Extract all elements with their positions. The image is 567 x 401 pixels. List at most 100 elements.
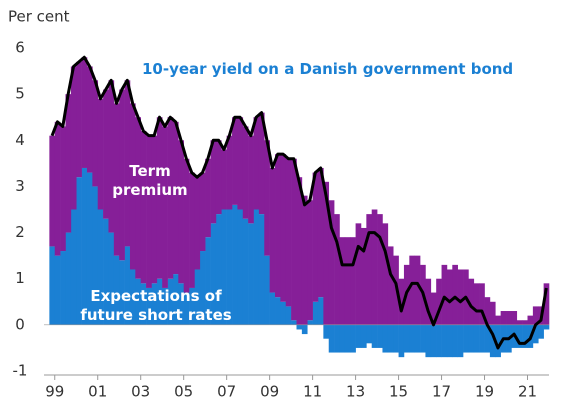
bar-segment bbox=[146, 135, 152, 288]
bar-segment bbox=[199, 172, 206, 252]
bar-segment bbox=[119, 89, 125, 261]
bar-segment bbox=[199, 251, 206, 325]
bar-segment bbox=[377, 324, 383, 348]
y-tick-label: 4 bbox=[15, 131, 25, 149]
bar-segment bbox=[194, 177, 201, 270]
bar-segment bbox=[484, 297, 491, 325]
bar-segment bbox=[312, 301, 319, 325]
bar-segment bbox=[382, 324, 389, 353]
bar-segment bbox=[210, 140, 217, 224]
bar-segment bbox=[49, 246, 56, 325]
bar-segment bbox=[172, 121, 179, 275]
bar-segment bbox=[463, 324, 469, 353]
bar-segment bbox=[215, 214, 222, 325]
bar-segment bbox=[420, 324, 426, 353]
bar-segment bbox=[468, 278, 475, 325]
bar-segment bbox=[366, 214, 373, 325]
bar-segment bbox=[301, 195, 308, 325]
bar-segment bbox=[76, 61, 82, 178]
bar-segment bbox=[328, 200, 335, 325]
bar-segment bbox=[124, 246, 131, 325]
bar-segment bbox=[296, 177, 303, 325]
bar-segment bbox=[167, 278, 174, 325]
bar-segment bbox=[194, 269, 201, 325]
bar-segment bbox=[323, 181, 330, 325]
bar-segment bbox=[205, 158, 211, 238]
bar-segment bbox=[398, 278, 405, 325]
bar-segment bbox=[189, 287, 195, 325]
bar-segment bbox=[119, 260, 125, 325]
bar-segment bbox=[430, 324, 437, 358]
bar-segment bbox=[393, 324, 399, 353]
bar-segment bbox=[275, 154, 281, 298]
bar-segment bbox=[264, 255, 270, 325]
bar-segment bbox=[446, 269, 453, 325]
bar-segment bbox=[60, 251, 66, 325]
bar-segment bbox=[280, 301, 287, 325]
bar-segment bbox=[532, 324, 539, 344]
bar-segment bbox=[339, 324, 346, 353]
bar-segment bbox=[113, 255, 120, 325]
bar-segment bbox=[92, 186, 99, 325]
bar-segment bbox=[377, 214, 383, 325]
bar-segment bbox=[522, 324, 528, 348]
bar-segment bbox=[108, 232, 115, 325]
bar-segment bbox=[495, 315, 501, 325]
bar-segment bbox=[92, 80, 99, 187]
bar-segment bbox=[382, 223, 389, 325]
bar-segment bbox=[226, 135, 233, 210]
bar-segment bbox=[248, 135, 254, 224]
y-tick-label: 3 bbox=[15, 177, 25, 195]
bar-segment bbox=[489, 324, 496, 358]
bar-segment bbox=[70, 209, 77, 325]
bar-segment bbox=[436, 278, 442, 325]
x-tick-label: 15 bbox=[389, 383, 408, 401]
bar-segment bbox=[441, 264, 448, 325]
bar-segment bbox=[156, 278, 163, 325]
bar-segment bbox=[457, 269, 464, 325]
bar-segment bbox=[452, 264, 458, 325]
bar-segment bbox=[124, 80, 131, 247]
bar-segment bbox=[167, 117, 174, 279]
bar-segment bbox=[178, 283, 184, 325]
bar-segment bbox=[339, 237, 346, 325]
bar-segment bbox=[307, 200, 313, 321]
x-tick-label: 11 bbox=[303, 383, 322, 401]
bar-segment bbox=[350, 324, 356, 353]
bar-segment bbox=[307, 320, 313, 325]
bar-segment bbox=[162, 287, 168, 325]
bar-segment bbox=[264, 140, 270, 256]
yield-line bbox=[50, 55, 548, 350]
bar-segment bbox=[479, 283, 485, 325]
bar-segment bbox=[151, 283, 158, 325]
bar-segment bbox=[86, 66, 93, 173]
bar-segment bbox=[516, 320, 523, 325]
bar-segment bbox=[350, 237, 356, 325]
x-tick-label: 07 bbox=[217, 383, 236, 401]
bar-segment bbox=[291, 158, 297, 321]
bar-segment bbox=[398, 324, 405, 358]
bar-segment bbox=[543, 283, 550, 325]
bar-segment bbox=[86, 172, 93, 325]
bar-segment bbox=[237, 117, 244, 210]
x-tick-label: 01 bbox=[88, 383, 107, 401]
y-tick-label: 1 bbox=[15, 269, 25, 287]
bar-segment bbox=[532, 306, 539, 325]
bar-segment bbox=[242, 218, 249, 325]
bar-segment bbox=[54, 255, 61, 325]
y-tick-label: 2 bbox=[15, 223, 25, 241]
bar-segment bbox=[495, 324, 501, 358]
bar-segment bbox=[221, 149, 227, 210]
y-tick-label: 5 bbox=[15, 85, 25, 103]
bar-segment bbox=[457, 324, 464, 358]
x-tick-label: 03 bbox=[131, 383, 150, 401]
bar-segment bbox=[97, 209, 104, 325]
bar-segment bbox=[344, 237, 351, 325]
x-tick-label: 99 bbox=[45, 383, 64, 401]
bar-segment bbox=[232, 117, 238, 205]
bar-segment bbox=[500, 311, 507, 325]
bar-segment bbox=[360, 324, 367, 348]
bar-segment bbox=[328, 324, 335, 353]
bar-segment bbox=[280, 154, 287, 302]
bar-segment bbox=[527, 315, 534, 325]
